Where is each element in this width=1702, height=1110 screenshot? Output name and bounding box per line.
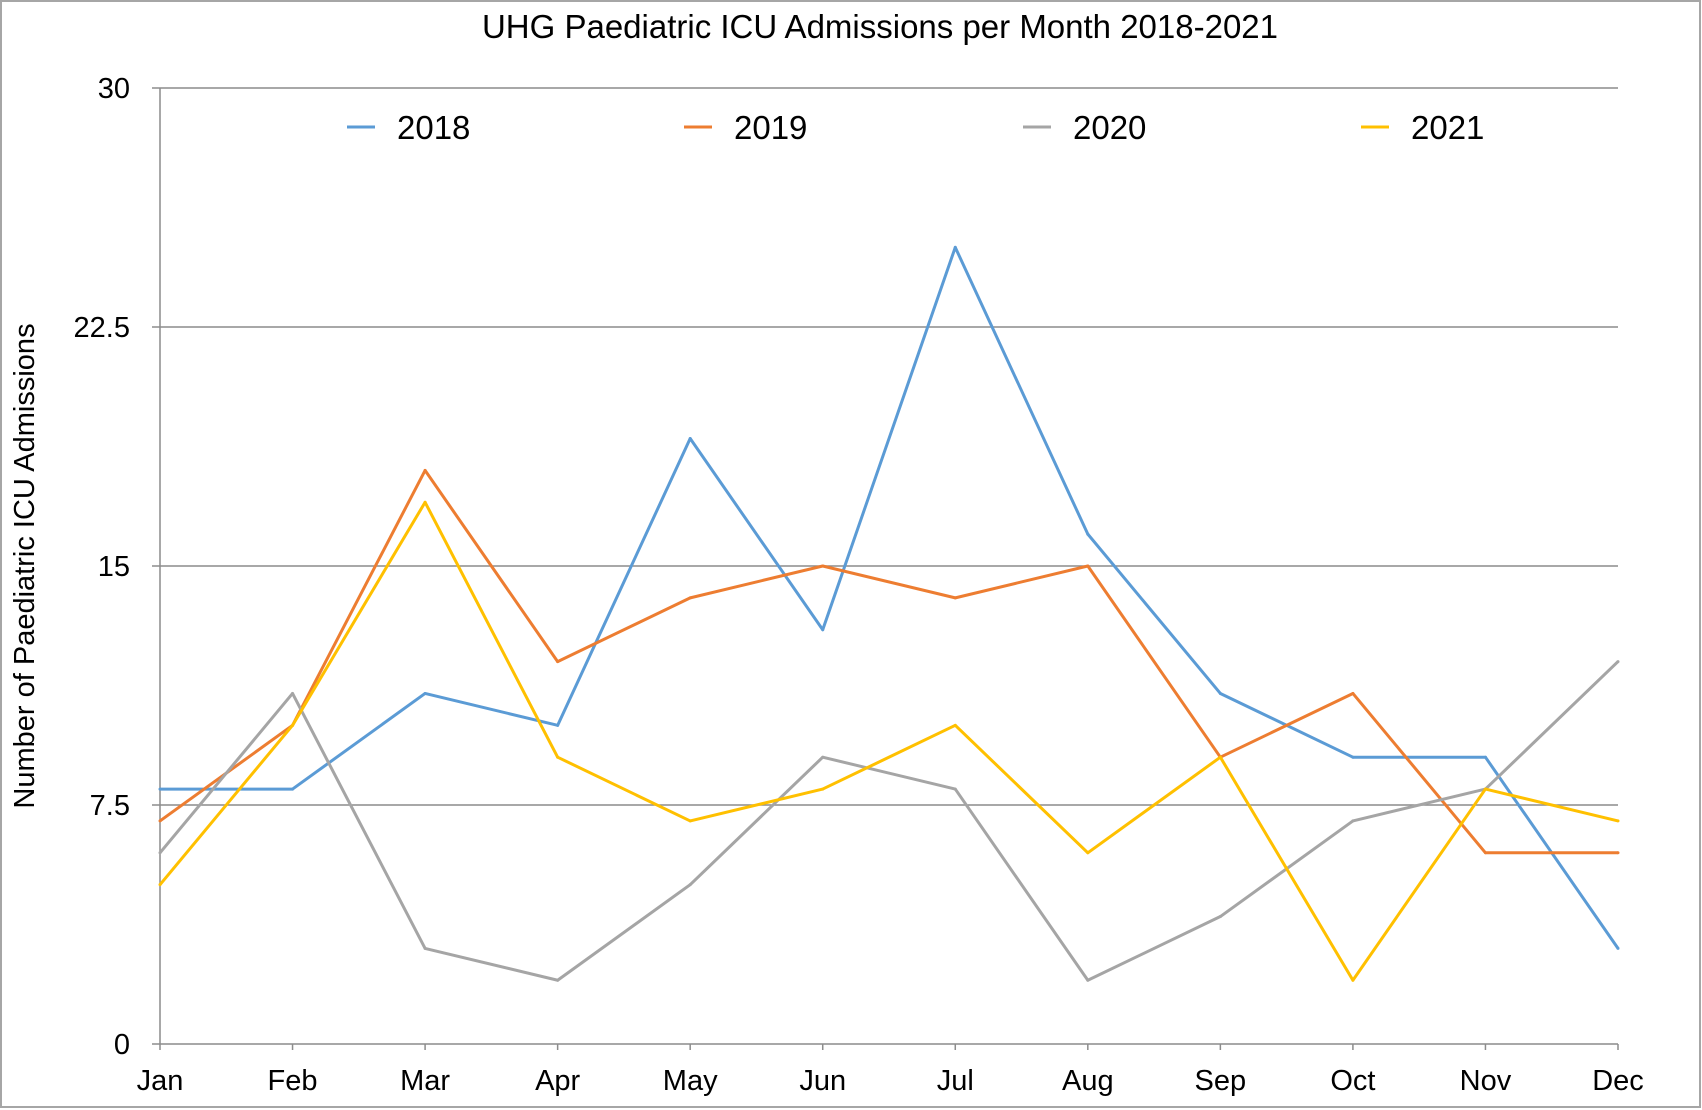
- legend-label-2021: 2021: [1411, 109, 1484, 146]
- data-point-2020: [688, 883, 692, 887]
- data-point-2020: [1086, 978, 1090, 982]
- data-point-2021: [1218, 755, 1222, 759]
- data-point-2019: [423, 468, 427, 472]
- data-point-2019: [556, 660, 560, 664]
- data-point-2020: [423, 946, 427, 950]
- series-line-2019: [159, 468, 1618, 855]
- legend-label-2020: 2020: [1073, 109, 1146, 146]
- y-tick-label: 15: [98, 551, 130, 583]
- x-tick-label: Jun: [799, 1065, 846, 1097]
- series-line-2021: [158, 500, 1619, 982]
- data-point-2018: [158, 787, 162, 791]
- legend-label-2019: 2019: [734, 109, 807, 146]
- data-point-2021: [291, 723, 295, 727]
- data-point-2018: [953, 245, 957, 249]
- data-point-2021: [423, 500, 427, 504]
- y-tick-label: 30: [98, 73, 130, 105]
- data-point-2020: [953, 787, 957, 791]
- data-point-2021: [1483, 787, 1487, 791]
- data-point-2018: [1086, 532, 1090, 536]
- data-point-2020: [158, 851, 162, 855]
- data-point-2021: [158, 883, 162, 887]
- x-tick-label: Feb: [268, 1065, 318, 1097]
- x-tick-label: Aug: [1062, 1065, 1114, 1097]
- data-point-2019: [1616, 851, 1620, 855]
- data-point-2020: [821, 755, 825, 759]
- data-point-2018: [556, 723, 560, 727]
- data-point-2018: [291, 787, 295, 791]
- series-line-2020: [158, 660, 1620, 982]
- data-point-2019: [1086, 564, 1090, 568]
- data-point-2020: [291, 691, 295, 695]
- data-point-2019: [1483, 851, 1487, 855]
- data-point-2018: [821, 628, 825, 632]
- x-tick-label: Mar: [400, 1065, 450, 1097]
- data-point-2020: [1351, 819, 1355, 823]
- data-point-2020: [556, 978, 560, 982]
- y-tick-label: 0: [114, 1029, 130, 1061]
- x-tick-label: Oct: [1330, 1065, 1375, 1097]
- data-point-2018: [1351, 755, 1355, 759]
- data-point-2019: [953, 596, 957, 600]
- x-tick-label: Nov: [1460, 1065, 1512, 1097]
- x-tick-label: Jul: [937, 1065, 974, 1097]
- series-line-2018: [160, 245, 1620, 950]
- data-point-2021: [556, 755, 560, 759]
- data-point-2021: [1086, 851, 1090, 855]
- data-point-2019: [688, 596, 692, 600]
- y-tick-label: 22.5: [74, 312, 130, 344]
- x-tick-label: Jan: [137, 1065, 184, 1097]
- y-axis-label: Number of Paediatric ICU Admissions: [9, 323, 41, 808]
- data-point-2020: [1616, 660, 1620, 664]
- data-point-2021: [1616, 819, 1620, 823]
- data-point-2019: [1351, 691, 1355, 695]
- data-point-2018: [688, 437, 692, 441]
- x-tick-label: May: [663, 1065, 718, 1097]
- x-tick-label: Dec: [1592, 1065, 1644, 1097]
- legend-label-2018: 2018: [397, 109, 470, 146]
- x-tick-label: Apr: [535, 1065, 580, 1097]
- data-point-2018: [1483, 755, 1487, 759]
- y-tick-label: 7.5: [90, 790, 130, 822]
- data-point-2021: [688, 819, 692, 823]
- data-point-2021: [1351, 978, 1355, 982]
- data-point-2018: [1616, 946, 1620, 950]
- data-point-2018: [1218, 691, 1222, 695]
- data-point-2021: [821, 787, 825, 791]
- data-point-2019: [821, 564, 825, 568]
- data-point-2020: [1218, 915, 1222, 919]
- data-point-2018: [423, 691, 427, 695]
- x-tick-label: Sep: [1195, 1065, 1247, 1097]
- data-point-2021: [953, 723, 957, 727]
- chart-title: UHG Paediatric ICU Admissions per Month …: [482, 8, 1278, 45]
- data-point-2019: [158, 819, 162, 823]
